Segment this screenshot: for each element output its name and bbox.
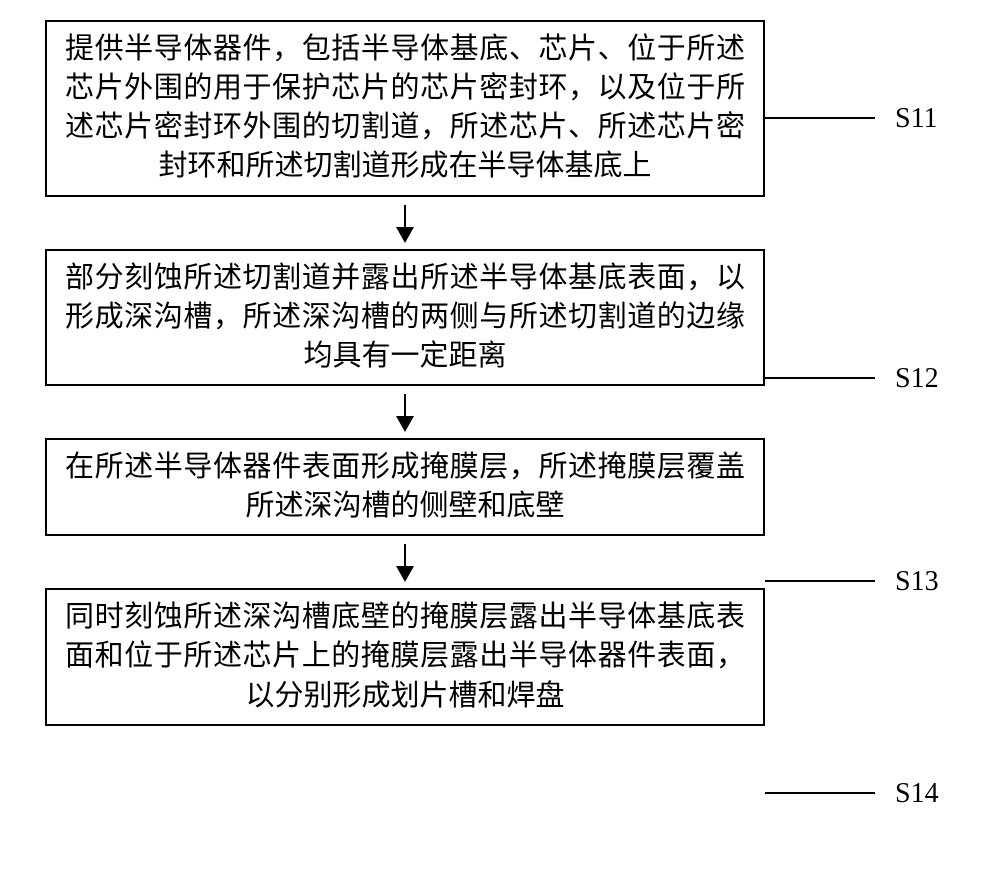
connector-2-h [765,377,875,379]
arrow-3 [45,536,765,588]
step-label-2: S12 [895,363,939,395]
step-2-wrapper: 部分刻蚀所述切割道并露出所述半导体基底表面，以形成深沟槽，所述深沟槽的两侧与所述… [45,249,765,386]
step-4-wrapper: 同时刻蚀所述深沟槽底壁的掩膜层露出半导体基底表面和位于所述芯片上的掩膜层露出半导… [45,588,765,725]
step-box-2: 部分刻蚀所述切割道并露出所述半导体基底表面，以形成深沟槽，所述深沟槽的两侧与所述… [45,249,765,386]
flowchart-container: 提供半导体器件，包括半导体基底、芯片、位于所述芯片外围的用于保护芯片的芯片密封环… [45,20,955,726]
step-box-1: 提供半导体器件，包括半导体基底、芯片、位于所述芯片外围的用于保护芯片的芯片密封环… [45,20,765,197]
step-box-4: 同时刻蚀所述深沟槽底壁的掩膜层露出半导体基底表面和位于所述芯片上的掩膜层露出半导… [45,588,765,725]
step-3-wrapper: 在所述半导体器件表面形成掩膜层，所述掩膜层覆盖所述深沟槽的侧壁和底壁 [45,438,765,536]
step-4-text: 同时刻蚀所述深沟槽底壁的掩膜层露出半导体基底表面和位于所述芯片上的掩膜层露出半导… [65,598,745,715]
step-label-3: S13 [895,566,939,598]
step-3-text: 在所述半导体器件表面形成掩膜层，所述掩膜层覆盖所述深沟槽的侧壁和底壁 [65,448,745,526]
step-1-wrapper: 提供半导体器件，包括半导体基底、芯片、位于所述芯片外围的用于保护芯片的芯片密封环… [45,20,765,197]
connector-4-h [765,792,875,794]
step-2-text: 部分刻蚀所述切割道并露出所述半导体基底表面，以形成深沟槽，所述深沟槽的两侧与所述… [65,259,745,376]
arrow-1 [45,197,765,249]
step-1-text: 提供半导体器件，包括半导体基底、芯片、位于所述芯片外围的用于保护芯片的芯片密封环… [65,30,745,187]
step-label-1: S11 [895,103,938,135]
step-label-4: S14 [895,778,939,810]
arrow-2 [45,386,765,438]
connector-3-h [765,580,875,582]
connector-1-h [765,117,875,119]
step-box-3: 在所述半导体器件表面形成掩膜层，所述掩膜层覆盖所述深沟槽的侧壁和底壁 [45,438,765,536]
